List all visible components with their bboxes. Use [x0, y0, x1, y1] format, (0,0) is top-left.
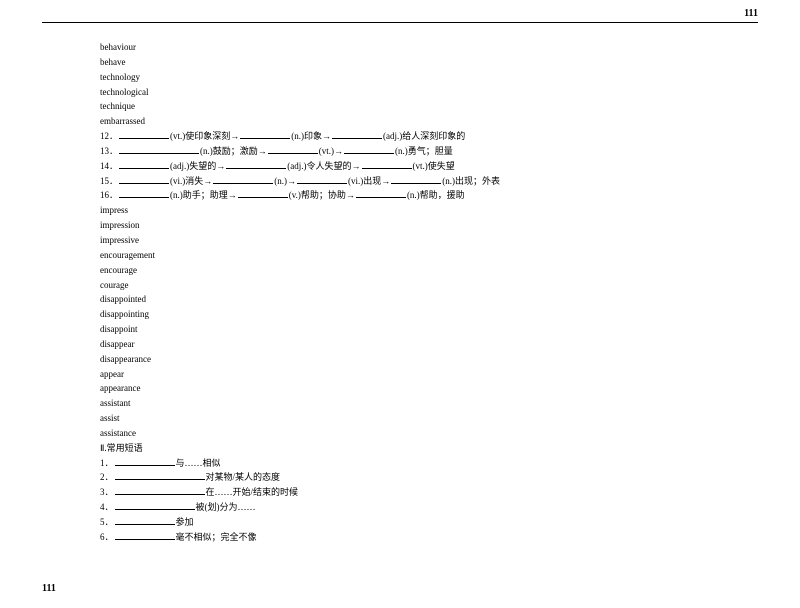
- phrase-line: 4． 被(划)分为……: [100, 500, 750, 515]
- phrase-line: 2． 对某物/某人的态度: [100, 470, 750, 485]
- t: (n.)助手；助理→: [170, 190, 237, 200]
- fill-line-15: 15． (vi.)消失→ (n.)→ (vi.)出现→ (n.)出现；外表: [100, 174, 750, 189]
- word: impression: [100, 218, 750, 233]
- blank: [332, 131, 382, 139]
- blank: [115, 517, 175, 525]
- blank: [115, 532, 175, 540]
- fill-line-13: 13． (n.)鼓励；激励→ (vt.)→ (n.)勇气；胆量: [100, 144, 750, 159]
- horizontal-rule: [42, 22, 758, 23]
- t: (n.)印象→: [291, 131, 331, 141]
- word: impress: [100, 203, 750, 218]
- t: (vt.)→: [319, 146, 343, 156]
- word: impressive: [100, 233, 750, 248]
- t: (vt.)使印象深刻→: [170, 131, 239, 141]
- section-heading: Ⅱ.常用短语: [100, 441, 750, 456]
- t: (n.)→: [274, 176, 296, 186]
- word: appear: [100, 367, 750, 382]
- t: (vi.)出现→: [348, 176, 390, 186]
- blank: [115, 487, 205, 495]
- word: disappointed: [100, 292, 750, 307]
- word: courage: [100, 278, 750, 293]
- num: 3．: [100, 487, 114, 497]
- blank: [391, 176, 441, 184]
- blank: [362, 161, 412, 169]
- word: disappoint: [100, 322, 750, 337]
- t: (v.)帮助；协助→: [289, 190, 355, 200]
- blank: [226, 161, 286, 169]
- word: encourage: [100, 263, 750, 278]
- t: 与……相似: [176, 458, 221, 468]
- page-number-bottom: 111: [42, 583, 56, 594]
- t: (n.)勇气；胆量: [395, 146, 453, 156]
- t: (vt.)使失望: [413, 161, 455, 171]
- page-number-top: 111: [744, 8, 758, 19]
- blank: [297, 176, 347, 184]
- word: assistant: [100, 396, 750, 411]
- blank: [213, 176, 273, 184]
- num: 2．: [100, 472, 114, 482]
- word: technology: [100, 70, 750, 85]
- t: 毫不相似；完全不像: [176, 532, 257, 542]
- t: (vi.)消失→: [170, 176, 212, 186]
- num: 13．: [100, 146, 118, 156]
- phrase-line: 3． 在……开始/结束的时候: [100, 485, 750, 500]
- word: encouragement: [100, 248, 750, 263]
- blank: [119, 176, 169, 184]
- word: embarrassed: [100, 114, 750, 129]
- blank: [119, 190, 169, 198]
- t: 参加: [176, 517, 194, 527]
- blank: [238, 190, 288, 198]
- num: 15．: [100, 176, 118, 186]
- blank: [115, 502, 195, 510]
- blank: [119, 146, 199, 154]
- num: 5．: [100, 517, 114, 527]
- blank: [119, 131, 169, 139]
- phrase-line: 5． 参加: [100, 515, 750, 530]
- fill-line-16: 16． (n.)助手；助理→ (v.)帮助；协助→ (n.)帮助，援助: [100, 188, 750, 203]
- num: 12．: [100, 131, 118, 141]
- num: 1．: [100, 458, 114, 468]
- blank: [115, 472, 205, 480]
- word: assistance: [100, 426, 750, 441]
- blank: [356, 190, 406, 198]
- blank: [268, 146, 318, 154]
- word: disappearance: [100, 352, 750, 367]
- word: behave: [100, 55, 750, 70]
- t: (adj.)给人深刻印象的: [383, 131, 465, 141]
- t: (n.)出现；外表: [442, 176, 500, 186]
- word: technique: [100, 99, 750, 114]
- word: assist: [100, 411, 750, 426]
- t: (n.)鼓励；激励→: [200, 146, 267, 156]
- num: 4．: [100, 502, 114, 512]
- t: (n.)帮助，援助: [407, 190, 465, 200]
- word: behaviour: [100, 40, 750, 55]
- blank: [240, 131, 290, 139]
- t: 对某物/某人的态度: [206, 472, 281, 482]
- word: appearance: [100, 381, 750, 396]
- num: 6．: [100, 532, 114, 542]
- phrase-line: 6． 毫不相似；完全不像: [100, 530, 750, 545]
- word: disappear: [100, 337, 750, 352]
- phrase-line: 1． 与……相似: [100, 456, 750, 471]
- blank: [115, 458, 175, 466]
- fill-line-12: 12． (vt.)使印象深刻→ (n.)印象→ (adj.)给人深刻印象的: [100, 129, 750, 144]
- document-body: behaviour behave technology technologica…: [100, 40, 750, 545]
- word: disappointing: [100, 307, 750, 322]
- num: 14．: [100, 161, 118, 171]
- num: 16．: [100, 190, 118, 200]
- t: 被(划)分为……: [196, 502, 256, 512]
- blank: [119, 161, 169, 169]
- word: technological: [100, 85, 750, 100]
- t: (adj.)令人失望的→: [287, 161, 360, 171]
- fill-line-14: 14． (adj.)失望的→ (adj.)令人失望的→ (vt.)使失望: [100, 159, 750, 174]
- blank: [344, 146, 394, 154]
- t: 在……开始/结束的时候: [206, 487, 299, 497]
- t: (adj.)失望的→: [170, 161, 225, 171]
